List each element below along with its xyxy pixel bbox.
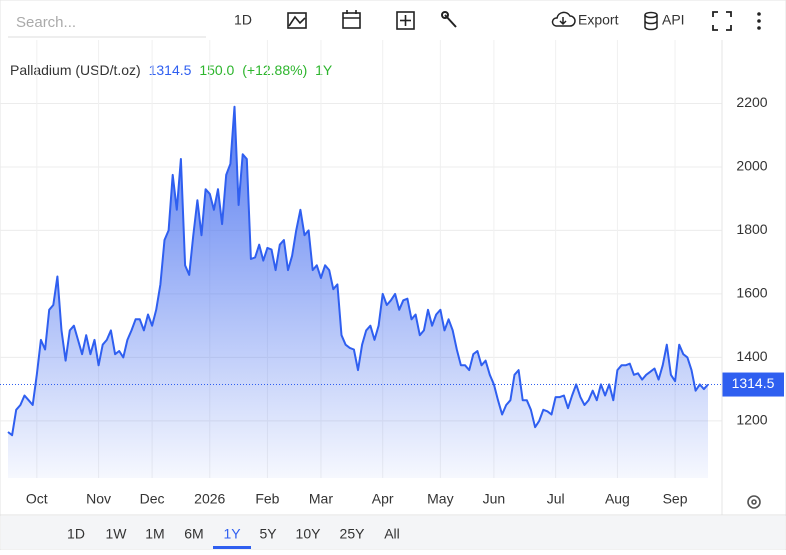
price-line bbox=[7, 105, 709, 437]
range-button[interactable]: All bbox=[384, 526, 400, 542]
x-tick-label: Sep bbox=[663, 491, 688, 507]
y-tick-label: 1800 bbox=[736, 221, 767, 237]
interval-button[interactable]: 1D bbox=[234, 12, 252, 28]
active-indicator bbox=[213, 546, 251, 549]
range-buttons: 1D 1W 1M 6M 1Y 5Y 10Y 25Y All bbox=[67, 526, 400, 549]
change-percent: (+12.88%) bbox=[242, 62, 307, 78]
chart-type-button[interactable] bbox=[287, 12, 307, 29]
range-button[interactable]: 25Y bbox=[340, 526, 366, 542]
range-button[interactable]: 1D bbox=[67, 526, 85, 542]
x-tick-label: 2026 bbox=[194, 491, 225, 507]
api-button[interactable]: API bbox=[662, 12, 685, 28]
y-tick-label: 1600 bbox=[736, 285, 767, 301]
x-tick-label: Apr bbox=[372, 491, 394, 507]
x-tick-label: Feb bbox=[255, 491, 279, 507]
settings-tool-button[interactable] bbox=[441, 11, 457, 28]
export-icon[interactable] bbox=[551, 11, 576, 27]
x-tick-label: May bbox=[427, 491, 453, 507]
y-tick-label: 2000 bbox=[736, 158, 767, 174]
x-tick-label: Oct bbox=[26, 491, 48, 507]
range-bar bbox=[1, 516, 785, 549]
calendar-button[interactable] bbox=[342, 10, 361, 29]
api-icon[interactable] bbox=[644, 11, 658, 31]
x-tick-label: Aug bbox=[605, 491, 630, 507]
plot: 1200 1400 1600 1800 2000 2200 Oct Nov Dec 2026 Feb… bbox=[0, 40, 784, 507]
compare-button[interactable] bbox=[396, 11, 415, 30]
y-tick-label: 1400 bbox=[736, 348, 767, 364]
range-button[interactable]: 5Y bbox=[259, 526, 277, 542]
range-button[interactable]: 1M bbox=[145, 526, 164, 542]
y-tick-label: 1200 bbox=[736, 412, 767, 428]
search-input[interactable]: Search... bbox=[16, 14, 76, 31]
legend: Palladium (USD/t.oz) 1314.5 150.0 (+12.8… bbox=[10, 62, 333, 78]
range-button[interactable]: 1W bbox=[106, 526, 128, 542]
last-price-label: 1314.5 bbox=[732, 375, 775, 391]
range-button[interactable]: 10Y bbox=[296, 526, 322, 542]
export-button[interactable]: Export bbox=[578, 12, 619, 28]
y-tick-label: 2200 bbox=[736, 94, 767, 110]
change: 150.0 bbox=[199, 62, 234, 78]
series-name: Palladium (USD/t.oz) bbox=[10, 62, 141, 78]
x-tick-label: Mar bbox=[309, 491, 333, 507]
period: 1Y bbox=[315, 62, 333, 78]
fullscreen-button[interactable] bbox=[712, 11, 732, 31]
range-button[interactable]: 1Y bbox=[223, 526, 241, 542]
last-price-box bbox=[722, 372, 784, 397]
range-button[interactable]: 6M bbox=[184, 526, 203, 542]
menu-button[interactable] bbox=[757, 12, 761, 30]
area-fill bbox=[8, 106, 708, 478]
x-tick-label: Jun bbox=[483, 491, 506, 507]
x-tick-label: Dec bbox=[140, 491, 165, 507]
last-price: 1314.5 bbox=[149, 62, 192, 78]
x-tick-label: Jul bbox=[547, 491, 565, 507]
chart-settings-button[interactable] bbox=[747, 495, 761, 509]
x-tick-label: Nov bbox=[86, 491, 111, 507]
